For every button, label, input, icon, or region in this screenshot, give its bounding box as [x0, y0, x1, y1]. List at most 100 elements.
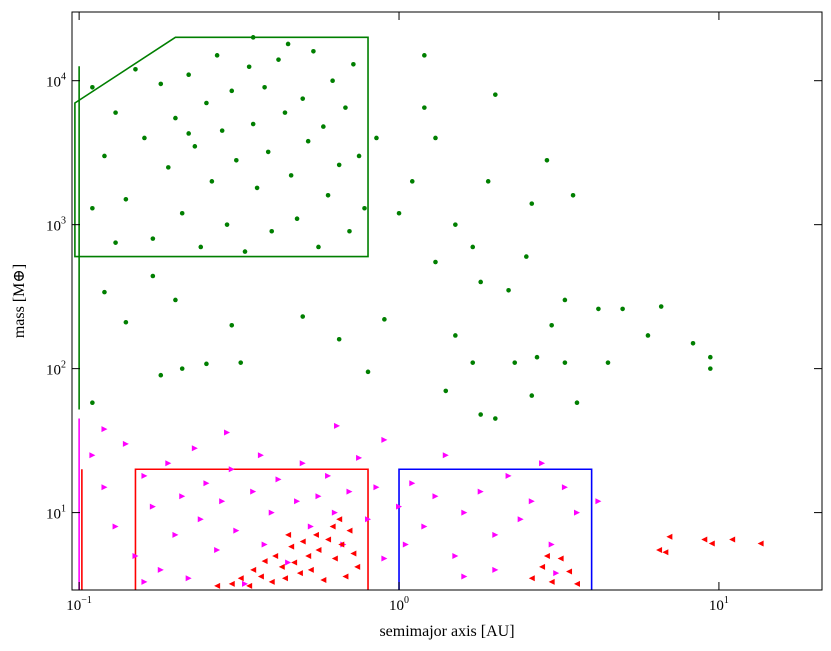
point: [620, 306, 625, 312]
point: [203, 480, 210, 487]
point: [356, 153, 362, 159]
point: [257, 573, 264, 580]
point: [461, 573, 468, 580]
point: [373, 484, 380, 491]
point: [409, 179, 415, 184]
y-tick-label-base: 10: [46, 75, 61, 91]
point: [281, 575, 288, 582]
point: [320, 577, 327, 584]
point: [346, 488, 353, 495]
point: [534, 354, 540, 360]
point: [296, 570, 303, 577]
point: [229, 88, 235, 94]
y-tick-label: 103: [46, 216, 66, 235]
point: [261, 541, 268, 548]
point: [477, 488, 484, 495]
point: [492, 531, 499, 538]
point: [409, 480, 416, 487]
point: [561, 484, 568, 491]
point: [362, 205, 367, 211]
point: [250, 121, 256, 127]
region: [74, 36, 369, 258]
point: [224, 222, 230, 227]
point: [90, 84, 95, 90]
point: [101, 426, 108, 433]
point: [149, 503, 156, 510]
point: [242, 249, 248, 254]
point: [666, 533, 673, 540]
point: [381, 436, 388, 443]
point: [321, 124, 326, 129]
point: [158, 81, 164, 87]
point: [331, 555, 338, 562]
point: [432, 493, 439, 500]
point: [219, 128, 225, 133]
point: [285, 559, 292, 566]
point: [478, 412, 483, 417]
point: [157, 566, 164, 573]
point: [291, 559, 298, 566]
point: [381, 555, 388, 562]
point: [237, 575, 244, 582]
point: [336, 516, 343, 523]
point: [662, 549, 669, 556]
point: [461, 509, 468, 516]
point: [90, 205, 95, 211]
point: [288, 173, 294, 178]
point: [708, 540, 715, 547]
point: [596, 306, 601, 312]
point: [179, 366, 185, 371]
point: [329, 523, 336, 530]
x-tick-label: 101: [709, 595, 729, 614]
point: [141, 578, 148, 585]
point: [645, 333, 651, 338]
point: [229, 322, 235, 328]
point: [150, 273, 156, 279]
y-tick-label: 104: [46, 72, 66, 91]
point: [365, 516, 372, 523]
point: [506, 288, 511, 293]
point: [204, 100, 209, 106]
point: [396, 210, 402, 216]
point: [102, 153, 107, 159]
point: [470, 244, 476, 250]
point: [325, 536, 332, 543]
point: [566, 568, 573, 575]
point: [325, 192, 331, 198]
point: [300, 314, 306, 319]
point: [708, 366, 713, 371]
point: [544, 157, 550, 163]
point: [512, 360, 518, 365]
x-tick-label-exponent: 1: [724, 595, 729, 606]
point: [165, 460, 172, 467]
point: [209, 179, 215, 184]
point: [300, 96, 306, 101]
point: [690, 340, 696, 346]
y-tick-label-exponent: 2: [61, 360, 66, 371]
point: [250, 566, 257, 573]
point: [557, 555, 564, 562]
y-tick-label: 102: [46, 360, 66, 379]
point: [605, 360, 611, 365]
y-tick-label-base: 10: [46, 363, 61, 379]
point: [265, 149, 271, 155]
point: [562, 360, 568, 365]
point: [325, 472, 332, 479]
point: [165, 165, 171, 170]
point: [142, 135, 147, 141]
plot-area: [74, 35, 764, 590]
x-tick-label-base: 10: [389, 598, 404, 614]
plot-frame: [71, 11, 823, 591]
point: [204, 361, 209, 367]
point: [570, 192, 576, 198]
point: [294, 216, 300, 222]
point: [528, 498, 535, 505]
point: [757, 540, 764, 547]
point: [338, 541, 345, 548]
point: [133, 66, 138, 72]
point: [233, 527, 240, 534]
point: [250, 35, 256, 40]
point: [132, 552, 139, 559]
point: [374, 135, 379, 141]
